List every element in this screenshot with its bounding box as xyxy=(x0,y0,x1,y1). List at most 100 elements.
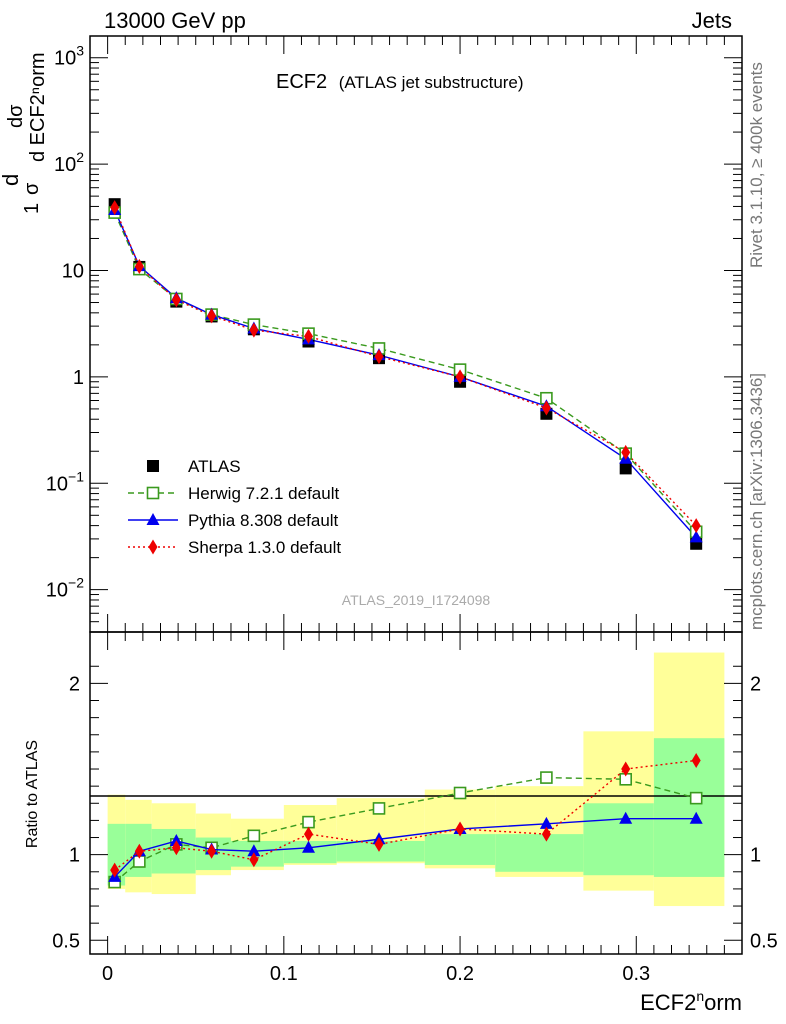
y-tick-base: 10 xyxy=(46,473,68,495)
x-label-main: ECF2 xyxy=(640,990,696,1015)
ratio-point-2 xyxy=(304,826,314,842)
ratio-point-2 xyxy=(171,840,181,856)
ratio-point-1 xyxy=(169,833,183,846)
mcplots-label: mcplots.cern.ch [arXiv:1306.3436] xyxy=(747,373,766,630)
ratio-tick-label: 0.5 xyxy=(52,930,80,952)
chart-subtitle: (ATLAS jet substructure) xyxy=(339,73,524,92)
ratio-point-1 xyxy=(539,816,553,829)
y-label-decf: d ECF2ⁿorm xyxy=(27,52,49,162)
x-tick-label: 0.3 xyxy=(622,963,650,985)
series-point-2 xyxy=(621,444,631,460)
y-label-dsigma: dσ xyxy=(5,104,27,128)
ratio-tick-label: 2 xyxy=(69,673,80,695)
series-point-2 xyxy=(171,292,181,308)
ratio-tick-label: 1 xyxy=(69,845,80,867)
ratio-point-2 xyxy=(621,761,631,777)
ratio-tick-label-right: 1 xyxy=(750,845,761,867)
y-tick-exp: −1 xyxy=(68,468,84,484)
y-tick-label: 103 xyxy=(54,43,84,70)
series-point-2 xyxy=(304,328,314,344)
ratio-point-2 xyxy=(541,826,551,842)
ratio-point-2 xyxy=(455,821,465,837)
ratio-point-2 xyxy=(207,843,217,859)
uncertainty-band-inner xyxy=(151,828,196,874)
uncertainty-band-inner xyxy=(583,803,654,876)
ratio-x-axis: 0 0.1 0.2 0.3 xyxy=(102,632,725,985)
y-tick-exp: 2 xyxy=(76,149,84,165)
x-tick-label: 0.2 xyxy=(446,963,474,985)
ratio-y-label: Ratio to ATLAS xyxy=(24,740,41,848)
x-tick-label: 0 xyxy=(102,963,113,985)
ratio-tick-label-right: 2 xyxy=(750,673,761,695)
y-tick-base: 10 xyxy=(62,260,84,282)
series-line-0 xyxy=(114,212,697,533)
y-tick-exp: 3 xyxy=(76,43,84,59)
ratio-point-0 xyxy=(540,771,553,784)
y-label-frac1: 1 xyxy=(21,203,43,214)
series-point-2 xyxy=(541,400,551,416)
y-label-d1: d xyxy=(0,174,23,186)
y-tick-label: 1 xyxy=(73,367,84,389)
legend-marker xyxy=(148,539,158,555)
chart-title-main: ECF2 xyxy=(276,71,327,93)
y-tick-base: 10 xyxy=(54,154,76,176)
x-label-sup: n xyxy=(696,988,704,1004)
chart-title: ECF2 (ATLAS jet substructure) xyxy=(276,71,524,93)
y-tick-base: 10 xyxy=(54,48,76,70)
x-tick-label: 0.1 xyxy=(270,963,298,985)
main-x-axis xyxy=(107,36,725,632)
ratio-point-2 xyxy=(134,843,144,859)
ratio-series xyxy=(108,752,703,889)
series-point-2 xyxy=(134,259,144,275)
series-point-2 xyxy=(110,200,120,216)
legend-marker xyxy=(146,486,160,500)
ratio-point-2 xyxy=(249,852,259,868)
ratio-point-1 xyxy=(302,840,316,853)
y-tick-exp: −2 xyxy=(68,575,84,591)
uncertainty-band-inner xyxy=(336,840,425,862)
ratio-panel: 2 2 1 1 0.5 0.5 0 0.1 0.2 0.3 Ratio to ATLAS xyxy=(24,631,778,985)
series-point-2 xyxy=(455,369,465,385)
legend-marker xyxy=(146,513,160,525)
ratio-point-2 xyxy=(374,836,384,852)
rivet-label: Rivet 3.1.10, ≥ 400k events xyxy=(747,62,766,268)
ratio-tick-label-right: 0.5 xyxy=(750,930,778,952)
uncertainty-band-inner xyxy=(653,738,725,877)
series-point-2 xyxy=(691,518,701,534)
y-tick-label: 10−2 xyxy=(46,575,84,602)
ratio-line-2 xyxy=(114,759,697,871)
y-tick-base: 10 xyxy=(46,580,68,602)
ratio-y-axis: 2 2 1 1 0.5 0.5 xyxy=(52,665,778,952)
series-point-2 xyxy=(374,349,384,365)
y-tick-label: 102 xyxy=(54,149,84,176)
legend-label: Herwig 7.2.1 default xyxy=(188,484,339,503)
y-label-sigma1: σ xyxy=(21,182,43,195)
y-tick-label: 10−1 xyxy=(46,468,84,495)
legend-label: ATLAS xyxy=(188,457,241,476)
watermark: ATLAS_2019_I1724098 xyxy=(342,592,491,608)
series-point-2 xyxy=(249,322,259,338)
ratio-point-0 xyxy=(372,802,386,815)
ratio-frame xyxy=(89,631,743,955)
main-y-label: 1 σ d dσ d ECF2ⁿorm xyxy=(0,52,49,214)
x-label-tail: orm xyxy=(704,990,742,1015)
ratio-point-1 xyxy=(689,811,703,824)
ratio-point-0 xyxy=(453,786,467,800)
y-tick-base: 1 xyxy=(73,367,84,389)
y-tick-label: 10 xyxy=(62,260,84,282)
legend-marker xyxy=(147,460,159,472)
x-axis-label: ECF2norm xyxy=(640,988,742,1015)
ratio-point-2 xyxy=(110,862,120,878)
ratio-point-0 xyxy=(302,815,315,829)
data-point xyxy=(619,462,632,475)
main-series xyxy=(108,198,703,550)
ratio-point-1 xyxy=(247,844,261,857)
header-right: Jets xyxy=(692,8,732,33)
uncertainty-band-inner xyxy=(495,834,584,872)
series-point-1 xyxy=(689,530,703,543)
legend-label: Pythia 8.308 default xyxy=(188,511,339,530)
uncertainty-band-inner xyxy=(424,834,496,865)
